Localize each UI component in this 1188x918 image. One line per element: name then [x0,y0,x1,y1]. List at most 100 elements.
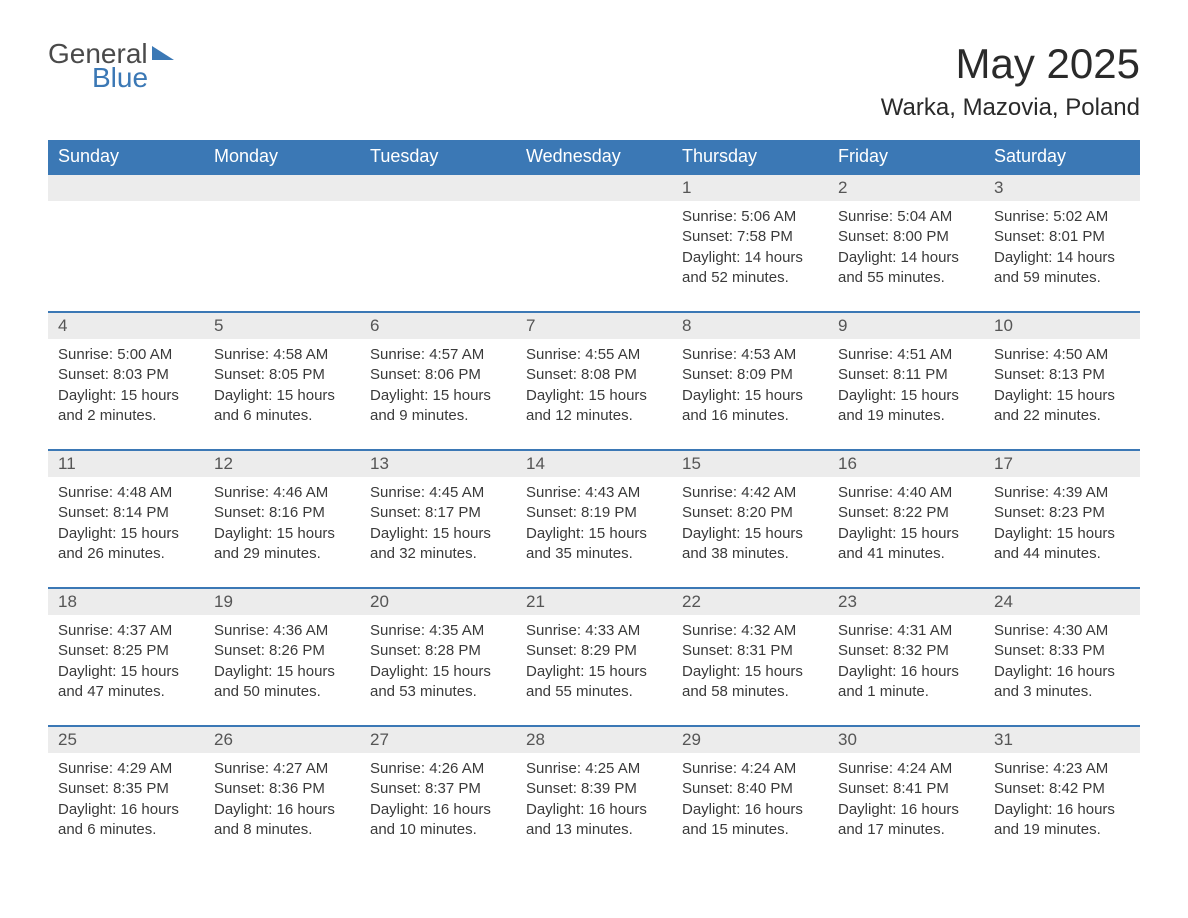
day-number-empty [516,173,672,201]
daylight-line: Daylight: 15 hours and 44 minutes. [994,524,1130,565]
daylight-line: Daylight: 15 hours and 58 minutes. [682,662,818,703]
day-number: 21 [516,587,672,615]
day-number: 20 [360,587,516,615]
sunrise-line: Sunrise: 5:00 AM [58,345,194,365]
day-number-empty [360,173,516,201]
day-detail: Sunrise: 4:39 AMSunset: 8:23 PMDaylight:… [984,477,1140,568]
sunset-line: Sunset: 8:37 PM [370,779,506,799]
sunset-line: Sunset: 8:20 PM [682,503,818,523]
sunset-line: Sunset: 8:08 PM [526,365,662,385]
daylight-line: Daylight: 15 hours and 41 minutes. [838,524,974,565]
sunset-line: Sunset: 8:09 PM [682,365,818,385]
calendar-day-cell: 15Sunrise: 4:42 AMSunset: 8:20 PMDayligh… [672,449,828,587]
daylight-line: Daylight: 15 hours and 6 minutes. [214,386,350,427]
day-detail: Sunrise: 4:50 AMSunset: 8:13 PMDaylight:… [984,339,1140,430]
weekday-header-row: Sunday Monday Tuesday Wednesday Thursday… [48,140,1140,173]
sunset-line: Sunset: 8:35 PM [58,779,194,799]
daylight-line: Daylight: 14 hours and 55 minutes. [838,248,974,289]
day-number: 27 [360,725,516,753]
day-detail: Sunrise: 4:27 AMSunset: 8:36 PMDaylight:… [204,753,360,844]
daylight-line: Daylight: 15 hours and 19 minutes. [838,386,974,427]
daylight-line: Daylight: 15 hours and 9 minutes. [370,386,506,427]
sunset-line: Sunset: 8:13 PM [994,365,1130,385]
sunrise-line: Sunrise: 4:36 AM [214,621,350,641]
day-number: 9 [828,311,984,339]
sunset-line: Sunset: 8:25 PM [58,641,194,661]
daylight-line: Daylight: 15 hours and 16 minutes. [682,386,818,427]
sunrise-line: Sunrise: 4:48 AM [58,483,194,503]
daylight-line: Daylight: 15 hours and 12 minutes. [526,386,662,427]
calendar-day-cell: 4 Sunrise: 5:00 AMSunset: 8:03 PMDaylight… [48,311,204,449]
daylight-line: Daylight: 16 hours and 17 minutes. [838,800,974,841]
weekday-header: Saturday [984,140,1140,173]
day-number: 16 [828,449,984,477]
day-detail: Sunrise: 5:04 AMSunset: 8:00 PMDaylight:… [828,201,984,292]
sunset-line: Sunset: 8:32 PM [838,641,974,661]
day-number: 1 [672,173,828,201]
sunset-line: Sunset: 8:42 PM [994,779,1130,799]
day-number: 19 [204,587,360,615]
day-detail: Sunrise: 4:45 AMSunset: 8:17 PMDaylight:… [360,477,516,568]
calendar-day-cell: 23Sunrise: 4:31 AMSunset: 8:32 PMDayligh… [828,587,984,725]
calendar-day-cell: 6Sunrise: 4:57 AMSunset: 8:06 PMDaylight… [360,311,516,449]
sunrise-line: Sunrise: 5:04 AM [838,207,974,227]
calendar-day-cell: 24Sunrise: 4:30 AMSunset: 8:33 PMDayligh… [984,587,1140,725]
sunrise-line: Sunrise: 4:51 AM [838,345,974,365]
calendar-day-cell: 8Sunrise: 4:53 AMSunset: 8:09 PMDaylight… [672,311,828,449]
day-number: 23 [828,587,984,615]
day-detail: Sunrise: 4:46 AMSunset: 8:16 PMDaylight:… [204,477,360,568]
day-detail: Sunrise: 4:32 AMSunset: 8:31 PMDaylight:… [672,615,828,706]
calendar-week-row: 4Sunrise: 5:00 AMSunset: 8:03 PMDaylight… [48,311,1140,449]
day-number: 29 [672,725,828,753]
sunset-line: Sunset: 8:01 PM [994,227,1130,247]
daylight-line: Daylight: 16 hours and 13 minutes. [526,800,662,841]
weekday-header: Sunday [48,140,204,173]
daylight-line: Daylight: 15 hours and 50 minutes. [214,662,350,703]
sunset-line: Sunset: 8:03 PM [58,365,194,385]
calendar-day-cell: 13Sunrise: 4:45 AMSunset: 8:17 PMDayligh… [360,449,516,587]
calendar-day-cell: 28Sunrise: 4:25 AMSunset: 8:39 PMDayligh… [516,725,672,863]
daylight-line: Daylight: 15 hours and 53 minutes. [370,662,506,703]
sunrise-line: Sunrise: 4:53 AM [682,345,818,365]
day-number: 2 [828,173,984,201]
title-block: May 2025 Warka, Mazovia, Poland [881,40,1140,122]
calendar-day-cell: 10Sunrise: 4:50 AMSunset: 8:13 PMDayligh… [984,311,1140,449]
calendar-day-cell [204,173,360,311]
sunset-line: Sunset: 8:41 PM [838,779,974,799]
sunrise-line: Sunrise: 4:42 AM [682,483,818,503]
sunrise-line: Sunrise: 4:31 AM [838,621,974,641]
daylight-line: Daylight: 16 hours and 15 minutes. [682,800,818,841]
day-detail: Sunrise: 4:33 AMSunset: 8:29 PMDaylight:… [516,615,672,706]
location-label: Warka, Mazovia, Poland [881,94,1140,122]
daylight-line: Daylight: 15 hours and 2 minutes. [58,386,194,427]
sunset-line: Sunset: 8:11 PM [838,365,974,385]
day-number: 4 [48,311,204,339]
sunrise-line: Sunrise: 4:40 AM [838,483,974,503]
day-detail: Sunrise: 4:37 AMSunset: 8:25 PMDaylight:… [48,615,204,706]
calendar-day-cell: 21Sunrise: 4:33 AMSunset: 8:29 PMDayligh… [516,587,672,725]
daylight-line: Daylight: 16 hours and 3 minutes. [994,662,1130,703]
calendar-table: Sunday Monday Tuesday Wednesday Thursday… [48,140,1140,863]
day-number: 24 [984,587,1140,615]
sunrise-line: Sunrise: 4:55 AM [526,345,662,365]
day-number: 31 [984,725,1140,753]
day-detail: Sunrise: 4:53 AMSunset: 8:09 PMDaylight:… [672,339,828,430]
sunset-line: Sunset: 8:40 PM [682,779,818,799]
calendar-day-cell: 26Sunrise: 4:27 AMSunset: 8:36 PMDayligh… [204,725,360,863]
sunrise-line: Sunrise: 4:58 AM [214,345,350,365]
sunset-line: Sunset: 8:22 PM [838,503,974,523]
calendar-day-cell: 7Sunrise: 4:55 AMSunset: 8:08 PMDaylight… [516,311,672,449]
sunrise-line: Sunrise: 4:23 AM [994,759,1130,779]
sunrise-line: Sunrise: 4:45 AM [370,483,506,503]
day-detail: Sunrise: 4:36 AMSunset: 8:26 PMDaylight:… [204,615,360,706]
sunrise-line: Sunrise: 5:06 AM [682,207,818,227]
sunrise-line: Sunrise: 4:27 AM [214,759,350,779]
calendar-day-cell [360,173,516,311]
calendar-day-cell: 17Sunrise: 4:39 AMSunset: 8:23 PMDayligh… [984,449,1140,587]
day-number: 28 [516,725,672,753]
day-number: 22 [672,587,828,615]
sunset-line: Sunset: 8:14 PM [58,503,194,523]
day-detail: Sunrise: 4:48 AMSunset: 8:14 PMDaylight:… [48,477,204,568]
calendar-week-row: 1Sunrise: 5:06 AMSunset: 7:58 PMDaylight… [48,173,1140,311]
calendar-day-cell: 16 Sunrise: 4:40 AMSunset: 8:22 PMDayligh… [828,449,984,587]
